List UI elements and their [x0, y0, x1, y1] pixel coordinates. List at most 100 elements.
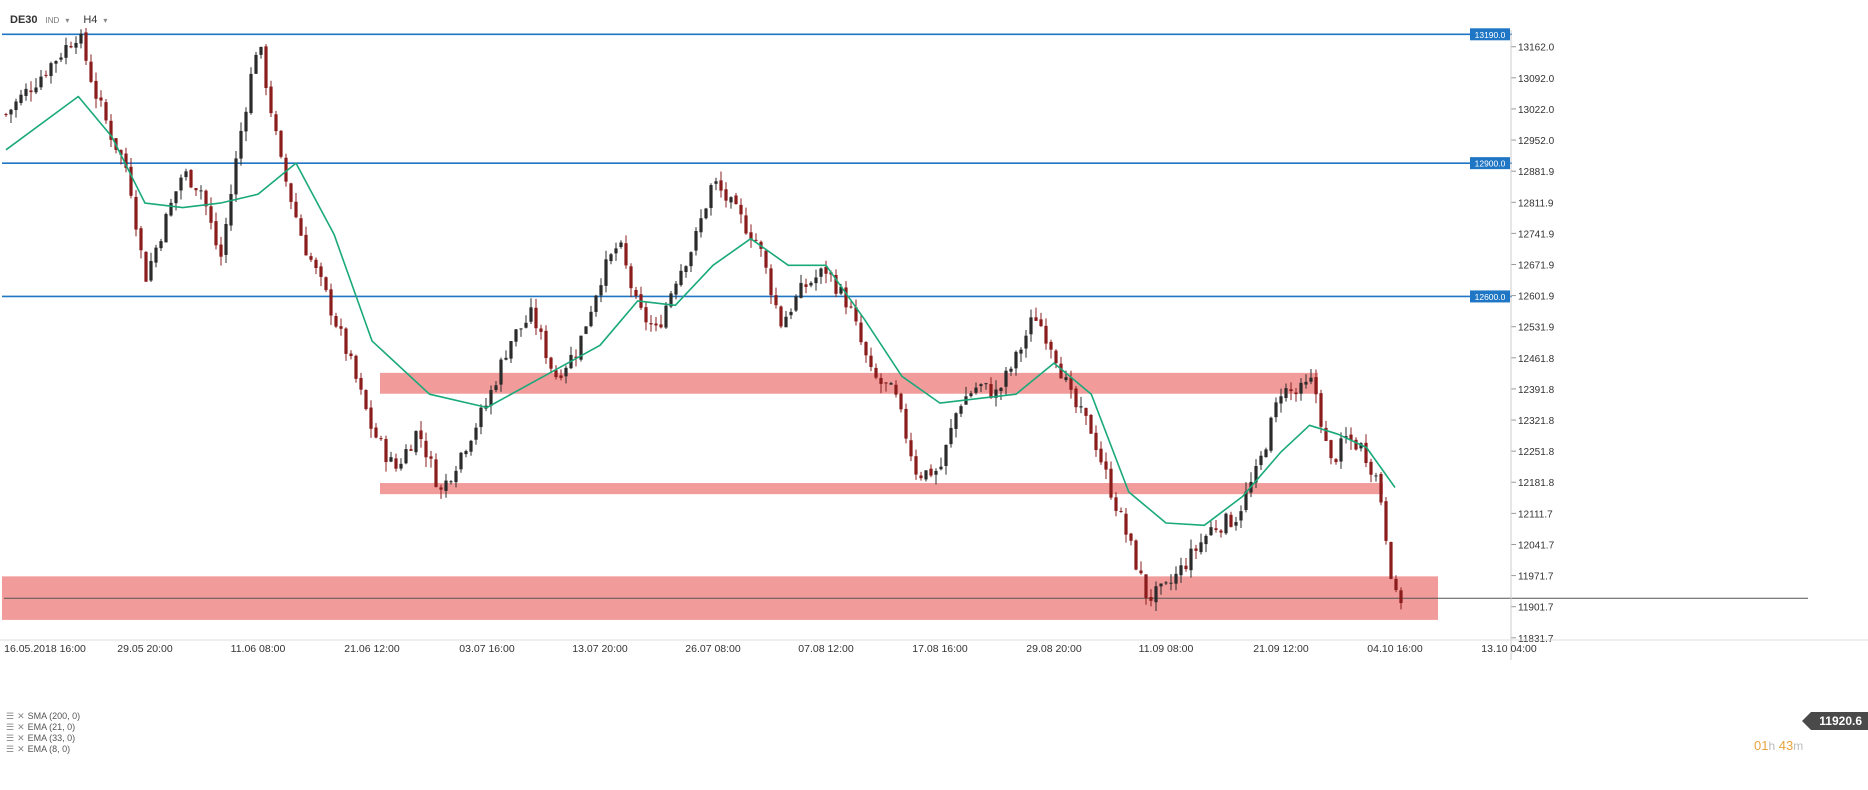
candle-body [619, 242, 623, 247]
candle-body [39, 76, 43, 88]
candle-body [1184, 565, 1188, 570]
candle-body [124, 153, 128, 168]
candle-body [1234, 522, 1238, 526]
candle-body [714, 181, 718, 184]
candle-body [584, 326, 588, 334]
candle-body [1309, 377, 1313, 382]
candle-body [434, 459, 438, 487]
indicator-label: EMA (8, 0) [27, 744, 71, 754]
candle-body [814, 277, 818, 284]
candle-body [139, 228, 143, 251]
candle-body [1259, 455, 1263, 466]
dropdown-caret-icon[interactable]: ▾ [103, 15, 108, 25]
indicator-row[interactable]: ☰ ✕ SMA (200, 0) [6, 711, 80, 722]
candle-body [404, 449, 408, 464]
candle-body [309, 256, 313, 260]
candle-body [1089, 414, 1093, 434]
candle-body [454, 470, 458, 483]
candle-body [329, 289, 333, 316]
indicator-row[interactable]: ☰ ✕ EMA (8, 0) [6, 744, 80, 755]
candle-body [779, 306, 783, 327]
indicator-settings-icon[interactable]: ☰ [6, 733, 15, 743]
dropdown-caret-icon[interactable]: ▾ [65, 15, 70, 25]
candle-body [1289, 389, 1293, 392]
remove-indicator-icon[interactable]: ✕ [17, 722, 25, 732]
candle-body [164, 214, 168, 243]
candle-body [499, 359, 503, 385]
candle-body [909, 440, 913, 457]
x-tick-label: 07.08 12:00 [798, 643, 854, 655]
remove-indicator-icon[interactable]: ✕ [17, 711, 25, 721]
candle-body [1294, 392, 1298, 395]
x-tick-label: 13.07 20:00 [572, 643, 628, 655]
y-tick-label: 12952.0 [1518, 136, 1555, 147]
candle-body [1044, 325, 1048, 344]
candle-body [624, 243, 628, 266]
candle-body [299, 218, 303, 236]
x-tick-label: 16.05.2018 16:00 [4, 643, 86, 655]
candle-body [614, 248, 618, 254]
candle-body [1279, 396, 1283, 404]
candle-body [889, 383, 893, 385]
candle-body [184, 171, 188, 178]
candle-body [674, 283, 678, 295]
level-tag [1470, 28, 1510, 41]
y-tick-label: 12041.7 [1518, 540, 1555, 551]
candle-body [69, 46, 73, 48]
candle-body [49, 63, 53, 77]
indicator-settings-icon[interactable]: ☰ [6, 711, 15, 721]
candle-body [554, 370, 558, 378]
remove-indicator-icon[interactable]: ✕ [17, 744, 25, 754]
candle-body [1064, 377, 1068, 381]
indicator-settings-icon[interactable]: ☰ [6, 722, 15, 732]
candle-body [1169, 582, 1173, 584]
candle-body [744, 215, 748, 234]
candle-body [409, 449, 413, 451]
timeframe-selector[interactable]: H4 [83, 14, 98, 26]
y-tick-label: 13022.0 [1518, 105, 1555, 116]
candle-body [54, 61, 58, 64]
candle-body [279, 130, 283, 157]
candle-body [664, 305, 668, 328]
candle-body [859, 322, 863, 343]
candle-body [1144, 574, 1148, 599]
candle-body [1339, 438, 1343, 462]
candle-body [1204, 535, 1208, 545]
x-tick-label: 03.07 16:00 [459, 643, 515, 655]
countdown-hours: 01 [1754, 738, 1769, 753]
candle-body [1134, 540, 1138, 570]
remove-indicator-icon[interactable]: ✕ [17, 733, 25, 743]
candle-body [849, 306, 853, 308]
candle-body [679, 270, 683, 286]
candle-body [269, 86, 273, 114]
x-tick-label: 21.06 12:00 [344, 643, 400, 655]
candle-body [209, 206, 213, 223]
candle-body [979, 384, 983, 387]
candle-body [294, 201, 298, 218]
y-tick-label: 11901.7 [1518, 603, 1554, 614]
symbol-tag: IND [45, 15, 60, 25]
indicator-row[interactable]: ☰ ✕ EMA (21, 0) [6, 722, 80, 733]
indicator-row[interactable]: ☰ ✕ EMA (33, 0) [6, 733, 80, 744]
candle-body [1119, 511, 1123, 513]
candle-body [529, 307, 533, 322]
candle-body [784, 316, 788, 328]
candle-body [459, 452, 463, 470]
symbol-name[interactable]: DE30 [10, 14, 38, 26]
candle-body [1019, 349, 1023, 354]
candle-body [1364, 442, 1368, 464]
candle-body [1324, 427, 1328, 441]
candle-body [349, 353, 353, 357]
candle-body [629, 266, 633, 289]
candle-body [264, 46, 268, 89]
indicator-settings-icon[interactable]: ☰ [6, 744, 15, 754]
candle-body [999, 387, 1003, 392]
candle-body [589, 311, 593, 327]
candle-body [539, 328, 543, 332]
y-tick-label: 12811.9 [1518, 198, 1554, 209]
candle-body [1224, 513, 1228, 534]
candle-body [74, 42, 78, 48]
candle-body [9, 109, 13, 115]
y-tick-label: 12461.8 [1518, 354, 1555, 365]
